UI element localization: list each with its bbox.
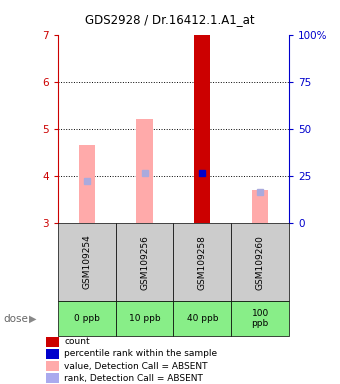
Bar <box>46 349 60 359</box>
Text: rank, Detection Call = ABSENT: rank, Detection Call = ABSENT <box>64 374 203 382</box>
Text: 10 ppb: 10 ppb <box>129 314 160 323</box>
Text: GSM109256: GSM109256 <box>140 235 149 290</box>
Bar <box>46 373 60 383</box>
Bar <box>79 145 95 223</box>
Bar <box>173 301 231 336</box>
Text: ▶: ▶ <box>29 314 36 324</box>
Text: dose: dose <box>3 314 28 324</box>
Bar <box>173 223 231 301</box>
Text: 40 ppb: 40 ppb <box>187 314 218 323</box>
Text: count: count <box>64 338 90 346</box>
Bar <box>116 301 173 336</box>
Text: GSM109258: GSM109258 <box>198 235 207 290</box>
Bar <box>136 119 153 223</box>
Bar <box>46 361 60 371</box>
Bar <box>231 301 289 336</box>
Bar <box>194 35 210 223</box>
Text: GDS2928 / Dr.16412.1.A1_at: GDS2928 / Dr.16412.1.A1_at <box>85 13 255 26</box>
Text: GSM109254: GSM109254 <box>82 235 91 290</box>
Bar <box>58 223 116 301</box>
Text: GSM109260: GSM109260 <box>256 235 265 290</box>
Bar <box>46 337 60 347</box>
Bar <box>231 223 289 301</box>
Text: 0 ppb: 0 ppb <box>74 314 100 323</box>
Bar <box>252 190 268 223</box>
Bar <box>58 301 116 336</box>
Bar <box>116 223 173 301</box>
Text: percentile rank within the sample: percentile rank within the sample <box>64 349 218 359</box>
Text: value, Detection Call = ABSENT: value, Detection Call = ABSENT <box>64 361 208 371</box>
Text: 100
ppb: 100 ppb <box>252 309 269 328</box>
